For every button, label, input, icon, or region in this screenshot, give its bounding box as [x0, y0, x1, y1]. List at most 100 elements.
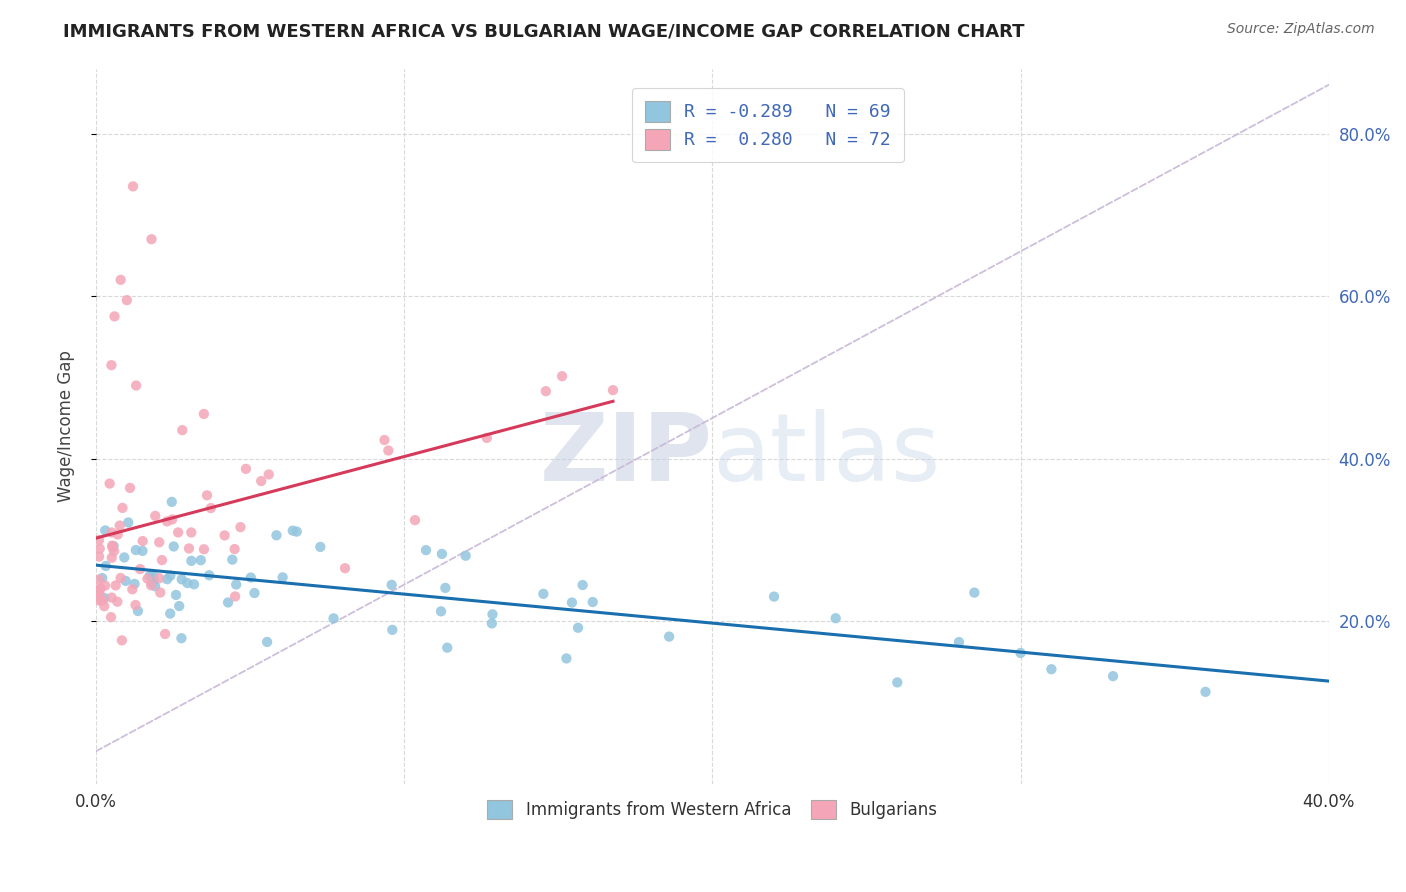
Point [118, 481, 141, 495]
Point [159, 568, 181, 582]
Point [100, 591, 122, 605]
Point [322, 611, 344, 625]
Point [886, 675, 908, 690]
Point [373, 433, 395, 447]
Point [100, 525, 122, 540]
Point [963, 585, 986, 599]
Point [101, 541, 124, 555]
Point [454, 549, 477, 563]
Point [87, 549, 110, 564]
Point [193, 407, 215, 421]
Point [124, 598, 146, 612]
Point [271, 570, 294, 584]
Point [200, 501, 222, 516]
Point [551, 369, 574, 384]
Point [87, 582, 110, 596]
Point [415, 543, 437, 558]
Point [125, 378, 148, 392]
Point [114, 574, 136, 588]
Point [430, 604, 453, 618]
Point [404, 513, 426, 527]
Point [127, 604, 149, 618]
Point [172, 423, 194, 437]
Point [285, 524, 308, 539]
Point [281, 524, 304, 538]
Point [180, 554, 202, 568]
Point [180, 525, 202, 540]
Point [160, 512, 183, 526]
Point [93, 591, 115, 605]
Point [100, 550, 122, 565]
Point [139, 578, 162, 592]
Point [131, 534, 153, 549]
Point [148, 571, 170, 585]
Point [94, 579, 117, 593]
Point [217, 595, 239, 609]
Point [103, 544, 125, 558]
Point [103, 539, 125, 553]
Point [481, 607, 503, 622]
Point [333, 561, 356, 575]
Point [257, 467, 280, 482]
Text: atlas: atlas [713, 409, 941, 500]
Point [91, 571, 114, 585]
Point [105, 595, 128, 609]
Point [948, 635, 970, 649]
Text: Source: ZipAtlas.com: Source: ZipAtlas.com [1227, 22, 1375, 37]
Point [153, 627, 176, 641]
Point [167, 599, 190, 613]
Point [124, 577, 146, 591]
Point [177, 541, 200, 556]
Point [763, 590, 786, 604]
Point [89, 541, 111, 556]
Point [93, 599, 115, 614]
Point [1102, 669, 1125, 683]
Point [142, 573, 165, 587]
Point [309, 540, 332, 554]
Point [225, 577, 247, 591]
Point [122, 179, 145, 194]
Point [89, 585, 111, 599]
Legend: Immigrants from Western Africa, Bulgarians: Immigrants from Western Africa, Bulgaria… [481, 793, 945, 825]
Point [224, 590, 246, 604]
Point [100, 610, 122, 624]
Point [160, 495, 183, 509]
Point [430, 547, 453, 561]
Point [170, 572, 193, 586]
Point [481, 616, 503, 631]
Point [104, 578, 127, 592]
Point [475, 431, 498, 445]
Point [183, 577, 205, 591]
Point [824, 611, 846, 625]
Point [163, 540, 186, 554]
Point [156, 572, 179, 586]
Point [195, 488, 218, 502]
Point [87, 533, 110, 547]
Point [243, 586, 266, 600]
Point [1040, 662, 1063, 676]
Point [229, 520, 252, 534]
Point [156, 515, 179, 529]
Point [1194, 685, 1216, 699]
Point [531, 587, 554, 601]
Point [224, 542, 246, 557]
Point [87, 593, 110, 607]
Point [150, 553, 173, 567]
Point [561, 595, 583, 609]
Point [235, 462, 257, 476]
Point [256, 635, 278, 649]
Point [110, 571, 132, 585]
Point [602, 383, 624, 397]
Point [198, 568, 221, 582]
Point [148, 535, 170, 549]
Point [117, 516, 139, 530]
Point [121, 582, 143, 597]
Point [239, 570, 262, 584]
Point [190, 553, 212, 567]
Point [377, 443, 399, 458]
Point [534, 384, 557, 399]
Point [436, 640, 458, 655]
Point [143, 579, 166, 593]
Point [250, 474, 273, 488]
Point [381, 578, 404, 592]
